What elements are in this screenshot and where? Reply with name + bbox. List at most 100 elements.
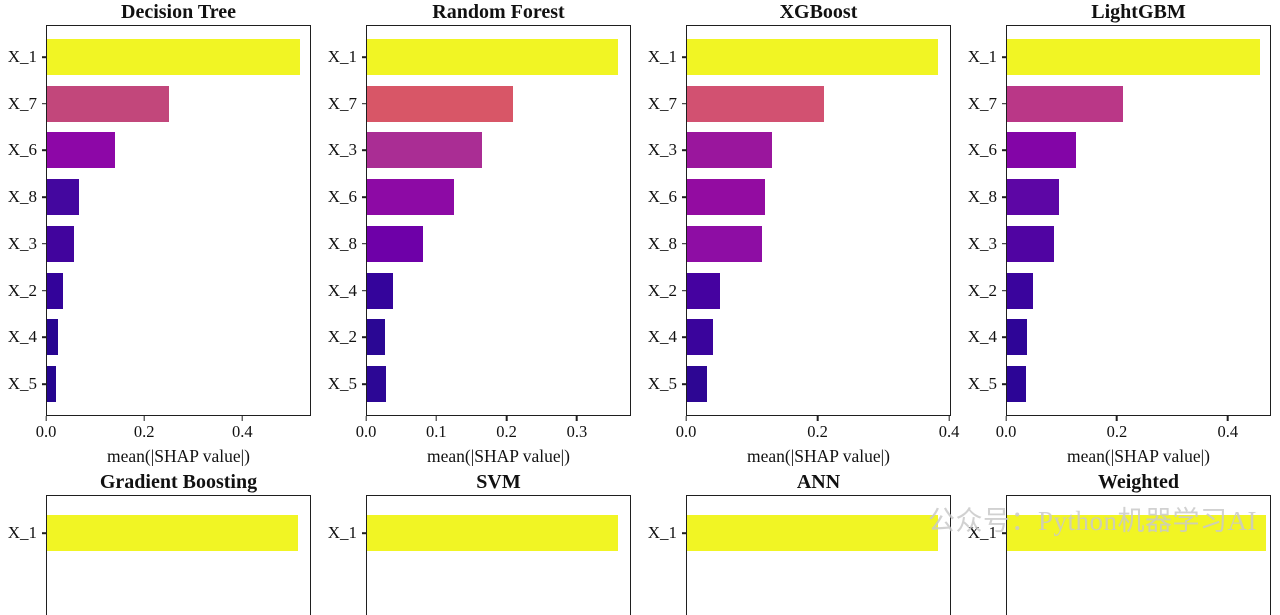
- x-tick-mark: [435, 416, 438, 421]
- bar: [47, 272, 64, 309]
- plot-box: X_1: [8, 495, 311, 615]
- bar-row: X_8: [968, 179, 1270, 216]
- x-axis-label: mean(|SHAP value|): [1067, 446, 1210, 466]
- bar: [1007, 319, 1028, 356]
- chart-panel: XGBoost X_1 X_7 X_3 X_6 X_8 X_2 X_4 X_5 0.0 0.2 0…: [640, 0, 960, 467]
- bar-rows: X_1 X_7 X_3 X_6 X_8 X_4 X_2 X_5: [328, 26, 630, 415]
- y-tick-label: X_1: [7, 47, 37, 66]
- x-axis: 0.0 0.2 0.4: [36, 416, 311, 445]
- x-tick-label: 0.2: [1106, 422, 1128, 441]
- x-axis-label: mean(|SHAP value|): [747, 446, 890, 466]
- y-tick-mark: [682, 532, 687, 534]
- bar-rows: X_1: [648, 496, 950, 615]
- y-tick-mark: [1002, 56, 1007, 58]
- x-tick: 0.4: [1217, 416, 1238, 442]
- y-tick-label: X_7: [327, 93, 357, 113]
- bar-row: X_2: [968, 272, 1270, 309]
- bar: [687, 179, 766, 216]
- x-tick-label: 0.2: [496, 422, 517, 441]
- bar-row: X_4: [648, 319, 950, 356]
- y-tick-label: X_6: [967, 140, 997, 160]
- x-tick-label: 0.1: [425, 422, 447, 441]
- y-tick-label: X_2: [327, 327, 357, 347]
- plot-box: X_1 X_7 X_3 X_6 X_8 X_2 X_4 X_5: [648, 25, 951, 416]
- y-tick-mark: [362, 149, 367, 152]
- bar-rows: X_1: [8, 496, 310, 615]
- bar-row: X_3: [328, 132, 630, 169]
- bar-row: X_6: [648, 179, 950, 216]
- x-axis-label: mean(|SHAP value|): [427, 446, 570, 466]
- bar-row: X_7: [8, 85, 310, 122]
- y-tick-label: X_5: [327, 373, 357, 393]
- chart-title: XGBoost: [779, 1, 858, 23]
- bar: [1007, 132, 1076, 169]
- bar: [1007, 179, 1060, 216]
- chart-panel: Decision Tree X_1 X_7 X_6 X_8 X_3 X_2 X_4 X_5 0…: [0, 0, 320, 467]
- y-tick-mark: [1002, 336, 1007, 339]
- chart-title: Weighted: [1097, 471, 1180, 493]
- y-tick-mark: [1002, 532, 1007, 534]
- bar: [1007, 39, 1261, 75]
- bar: [367, 365, 386, 402]
- bar: [367, 319, 386, 356]
- y-tick-label: X_5: [967, 373, 997, 393]
- x-tick-mark: [948, 416, 950, 421]
- y-tick-label: X_4: [327, 280, 357, 300]
- y-tick-mark: [362, 383, 367, 385]
- x-tick: 0.1: [426, 416, 447, 442]
- bar-row: X_2: [648, 272, 950, 309]
- x-tick: 0.0: [355, 416, 377, 442]
- x-axis: 0.0 0.2 0.4: [996, 416, 1271, 445]
- x-tick-label: 0.4: [231, 422, 253, 441]
- y-tick-label: X_8: [647, 233, 677, 253]
- chart-panel: Weighted X_1: [960, 470, 1280, 615]
- y-tick-mark: [682, 102, 687, 105]
- bar: [47, 179, 79, 216]
- x-tick-label: 0.2: [807, 422, 828, 441]
- y-tick-label: X_1: [647, 47, 677, 66]
- y-tick-mark: [1002, 149, 1007, 152]
- bar-row: X_1: [648, 39, 950, 75]
- bar: [1007, 225, 1054, 262]
- y-tick-label: X_7: [7, 93, 37, 113]
- y-tick-label: X_1: [7, 523, 37, 542]
- y-tick-label: X_6: [327, 187, 357, 207]
- bar-row: X_1: [648, 515, 950, 551]
- chart-title: Decision Tree: [121, 1, 236, 23]
- bar: [47, 132, 116, 169]
- bar-row: X_1: [8, 515, 310, 551]
- bar: [367, 85, 514, 122]
- bar-row: X_4: [968, 319, 1270, 356]
- y-tick-label: X_5: [647, 373, 677, 393]
- y-tick-label: X_3: [7, 233, 37, 253]
- y-tick-mark: [362, 243, 367, 245]
- bar-row: X_8: [8, 179, 310, 216]
- y-tick-label: X_7: [647, 93, 677, 113]
- y-tick-label: X_2: [967, 280, 997, 300]
- x-tick-label: 0.0: [675, 422, 697, 441]
- y-tick-mark: [682, 196, 687, 198]
- plot-box: X_1: [648, 495, 951, 615]
- plot-box: X_1 X_7 X_3 X_6 X_8 X_4 X_2 X_5: [328, 25, 631, 416]
- x-tick-mark: [143, 416, 145, 421]
- y-tick-mark: [682, 56, 687, 58]
- bar-row: X_6: [8, 132, 310, 169]
- x-tick: 0.0: [675, 416, 697, 442]
- bar-row: X_3: [968, 225, 1270, 262]
- y-tick-mark: [1002, 102, 1007, 105]
- x-tick-label: 0.0: [355, 422, 377, 441]
- y-tick-label: X_7: [967, 93, 997, 113]
- y-tick-label: X_8: [327, 233, 357, 253]
- x-tick: 0.2: [807, 416, 828, 442]
- bar: [367, 225, 423, 262]
- y-tick-label: X_6: [647, 187, 677, 207]
- y-tick-mark: [1002, 383, 1007, 385]
- y-tick-mark: [42, 336, 47, 339]
- x-tick-mark: [45, 416, 47, 421]
- bar: [1007, 272, 1033, 309]
- x-tick-label: 0.4: [1217, 422, 1239, 441]
- y-tick-mark: [362, 196, 367, 198]
- y-tick-mark: [42, 149, 47, 152]
- y-tick-label: X_6: [7, 140, 37, 160]
- bar: [367, 272, 393, 309]
